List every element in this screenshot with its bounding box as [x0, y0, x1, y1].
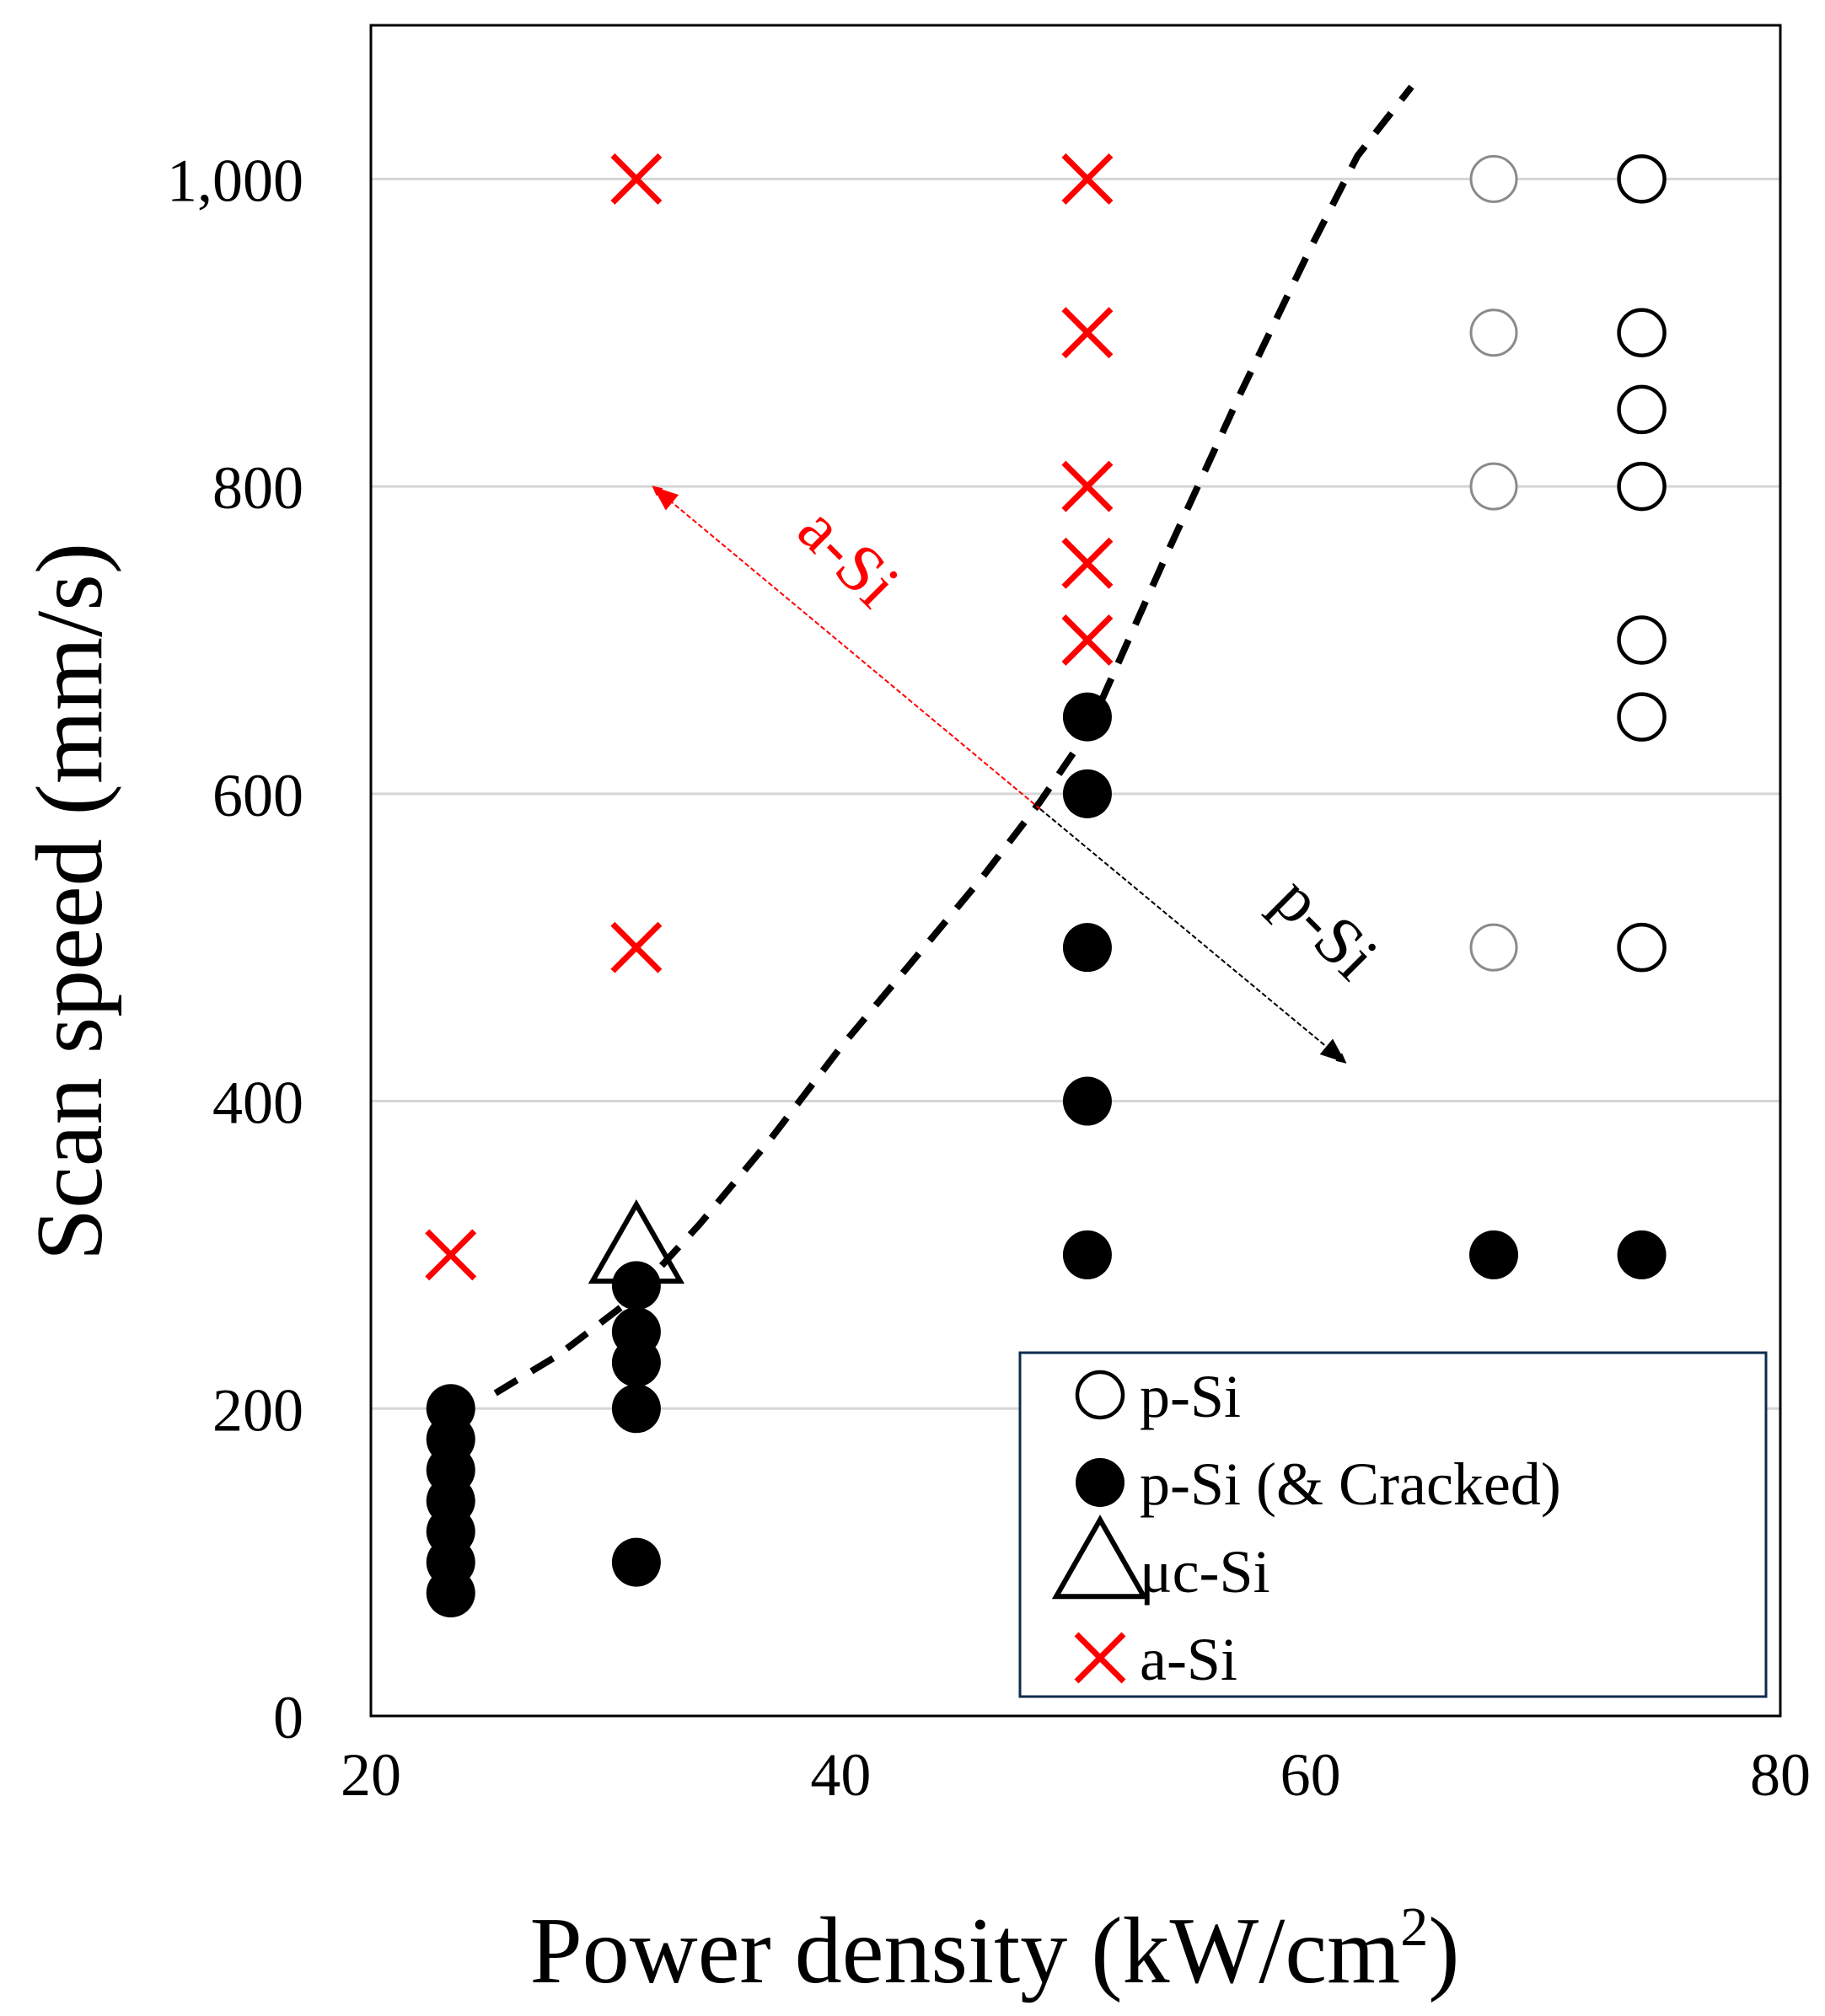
point-cross	[610, 153, 663, 205]
y-tick-label: 0	[273, 1684, 303, 1751]
y-axis-title: Scan speed (mm/s)	[18, 543, 122, 1261]
point-open-circle	[1469, 154, 1518, 203]
point-filled-circle	[1617, 1230, 1667, 1279]
point-open-circle	[1617, 154, 1667, 204]
legend-marker-open-circle	[1075, 1370, 1125, 1420]
legend-marker-open-triangle	[1051, 1515, 1149, 1600]
point-cross	[1061, 460, 1114, 512]
point-open-circle	[1617, 922, 1667, 973]
tick-labels: 0 200 400 600 800 1,000 20 40 60 80	[167, 147, 1811, 1809]
legend-label: p-Si (& Cracked)	[1140, 1450, 1561, 1518]
point-open-circle	[1469, 308, 1518, 357]
y-tick-label: 800	[212, 454, 303, 522]
x-tick-label: 80	[1750, 1741, 1811, 1809]
x-tick-label: 20	[341, 1741, 401, 1809]
point-filled-circle	[611, 1261, 661, 1311]
data-points	[425, 153, 1667, 1618]
point-cross	[1061, 537, 1114, 589]
point-filled-circle	[611, 1384, 661, 1434]
point-cross	[610, 921, 663, 973]
point-cross	[1061, 614, 1114, 666]
point-open-circle	[1469, 923, 1518, 972]
boundary-curve	[493, 84, 1414, 1397]
point-filled-circle	[426, 1568, 475, 1618]
x-tick-label: 60	[1280, 1741, 1341, 1809]
legend: p-Si p-Si (& Cracked) μc-Si a-Si	[1018, 1351, 1768, 1698]
point-filled-circle	[1062, 769, 1112, 818]
point-filled-circle	[611, 1338, 661, 1387]
annotation-arrow	[652, 485, 1041, 810]
annotation-arrowhead	[652, 486, 679, 511]
point-open-circle	[1617, 461, 1667, 512]
point-cross	[425, 1229, 477, 1281]
point-open-circle	[1617, 384, 1667, 435]
x-axis-title-main: Power density (kW/cm	[530, 1899, 1401, 2003]
point-open-circle	[1469, 462, 1518, 511]
y-tick-label: 400	[212, 1070, 303, 1137]
point-filled-circle	[611, 1537, 661, 1587]
point-cross	[1061, 307, 1114, 359]
point-open-circle	[1617, 692, 1667, 742]
legend-label: μc-Si	[1140, 1538, 1270, 1606]
boundary-curve-layer	[493, 84, 1414, 1397]
legend-marker-filled-circle	[1076, 1458, 1125, 1507]
x-axis-title-close: )	[1428, 1899, 1459, 2003]
y-tick-label: 600	[212, 762, 303, 829]
point-filled-circle	[1062, 1230, 1112, 1279]
x-axis-title: Power density (kW/cm2)	[530, 1896, 1460, 2003]
y-tick-label: 200	[212, 1376, 303, 1444]
x-tick-label: 40	[810, 1741, 871, 1809]
point-filled-circle	[1062, 1076, 1112, 1126]
legend-label: p-Si	[1140, 1363, 1241, 1430]
x-axis-title-superscript: 2	[1400, 1896, 1428, 1958]
annotation-arrow	[1039, 808, 1347, 1064]
legend-label: a-Si	[1140, 1626, 1237, 1693]
point-cross	[1061, 153, 1114, 205]
legend-box	[1018, 1351, 1768, 1698]
point-filled-circle	[1469, 1230, 1519, 1279]
point-filled-circle	[1062, 692, 1112, 742]
point-open-circle	[1617, 308, 1667, 357]
point-open-circle	[1617, 615, 1667, 665]
plot-area-frame	[369, 24, 1782, 1718]
annotation-arrowhead	[1319, 1038, 1346, 1063]
y-tick-label: 1,000	[167, 147, 303, 214]
legend-marker-cross	[1074, 1632, 1126, 1684]
point-filled-circle	[1062, 923, 1112, 973]
